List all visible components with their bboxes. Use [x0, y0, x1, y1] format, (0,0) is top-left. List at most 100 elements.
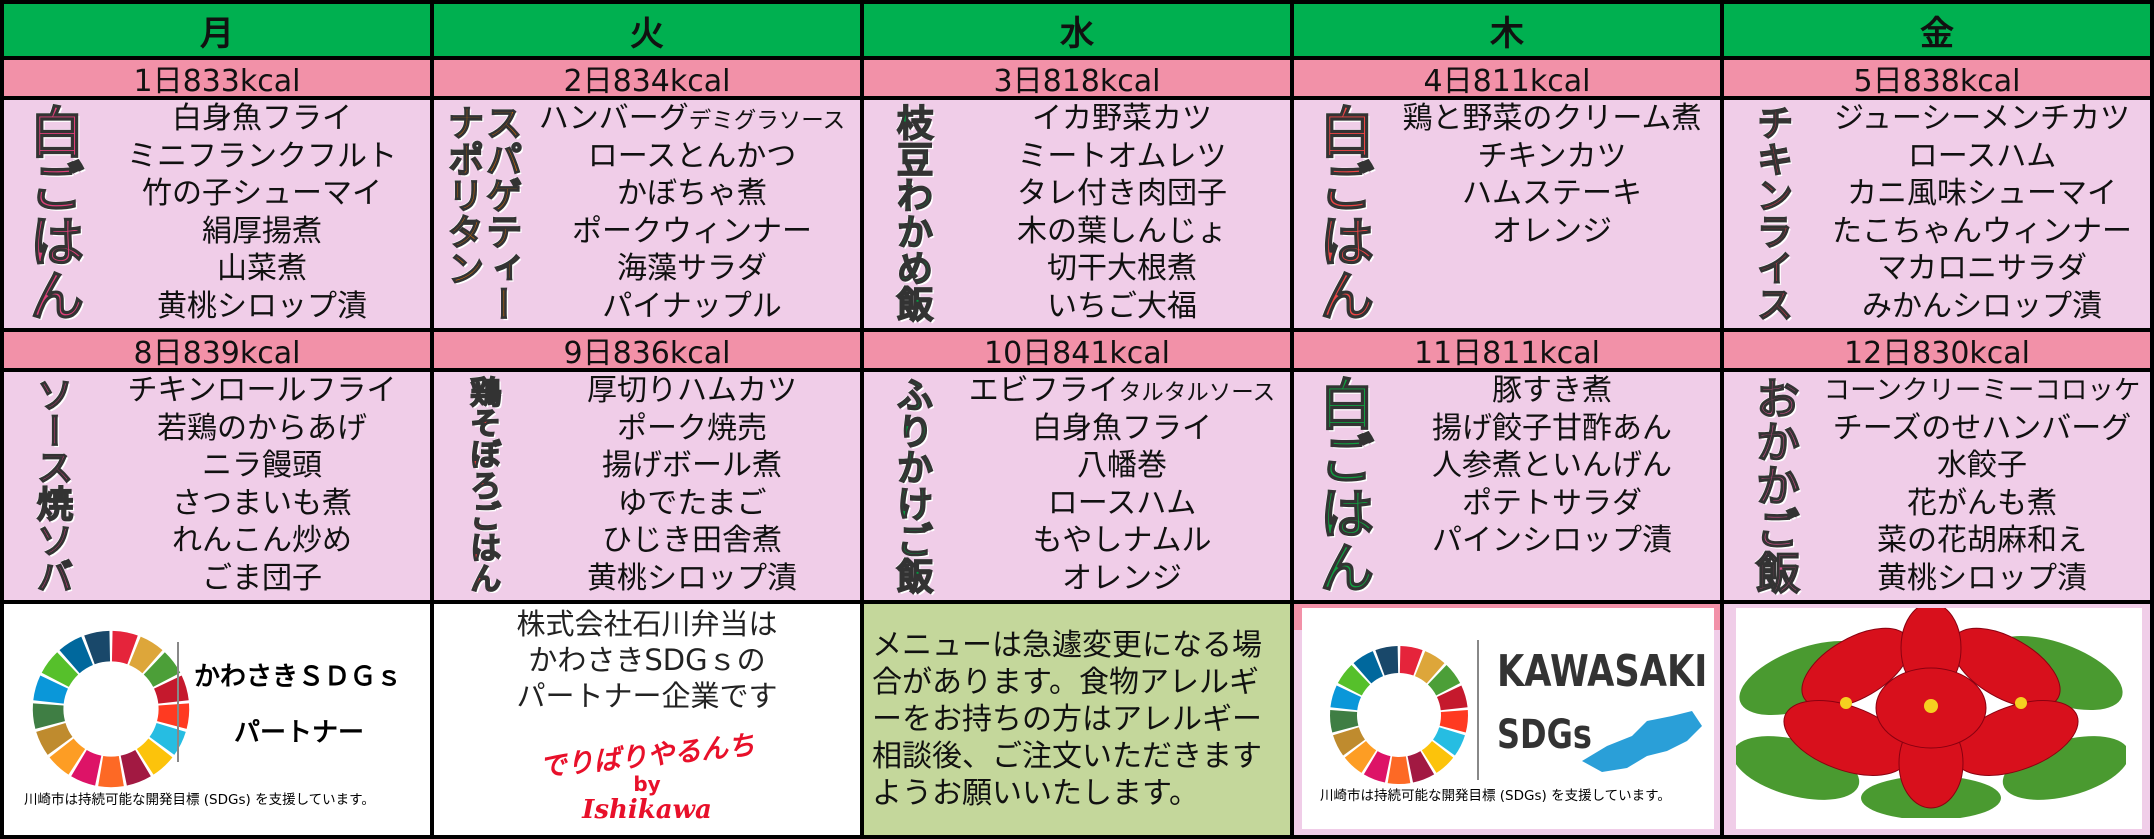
rice-label: 白ごはん	[4, 100, 100, 328]
wheel-segment	[149, 722, 186, 755]
menu-item: もやしナムル	[1032, 523, 1212, 558]
company-line: かわさきSDGｓの	[528, 643, 766, 677]
kawasaki-card: KAWASAKI SDGs 川崎市は持続可能な開発目標 (SDGs) を支援して…	[1302, 608, 1714, 829]
wheel-segment	[129, 636, 163, 674]
day-header: 金	[1724, 4, 2150, 56]
rice-line: 枝豆わかめ飯	[890, 103, 935, 322]
date-kcal: 4日811kcal	[1294, 60, 1720, 99]
item-list: 鶏と野菜のクリーム煮 チキンカツ ハムステーキ オレンジ	[1390, 100, 1720, 328]
kawasaki-map	[1582, 711, 1702, 772]
menu-item: ポーク焼売	[617, 410, 767, 446]
menu-item: オレンジ	[1492, 213, 1612, 249]
rice-text: 白ごはん	[1310, 103, 1376, 323]
kawasaki-caption: 川崎市は持続可能な開発目標 (SDGs) を支援しています。	[1320, 788, 1671, 804]
menu-cell: スパゲティー ナポリタン ハンバーグデミグラソース ロースとんかつ かぼちゃ煮 ポークウィ…	[434, 100, 860, 328]
item-name: エビフライ	[968, 373, 1119, 408]
rice-line: ふりかけご飯	[890, 375, 935, 594]
rice-line: チキンライス	[1750, 103, 1795, 322]
menu-item: ニラ饅頭	[202, 448, 322, 483]
rice-text: おかかご飯	[1747, 375, 1799, 595]
menu-item: 八幡巻	[1077, 448, 1167, 483]
rice-label: スパゲティー ナポリタン	[434, 100, 530, 328]
menu-item: 豚すき煮	[1492, 373, 1612, 408]
menu-item: 若鶏のからあげ	[157, 410, 367, 446]
menu-item: さつまいも煮	[172, 485, 352, 521]
menu-item: 切干大根煮	[1047, 251, 1197, 286]
wheel-segment	[111, 630, 138, 665]
date-kcal: 11日811kcal	[1294, 332, 1720, 371]
wheel-segment	[98, 755, 124, 788]
company-logo: でりばりやるんち by Ishikawa	[434, 730, 860, 825]
menu-item: タレ付き肉団子	[1017, 176, 1227, 211]
menu-item: れんこん炒め	[172, 523, 352, 558]
rice-text: スパゲティー ナポリタン	[441, 103, 524, 322]
day-header: 水	[864, 4, 1290, 56]
date-kcal: 9日836kcal	[434, 332, 860, 371]
wheel-segment	[41, 652, 79, 687]
rice-line: 白ごはん	[1310, 375, 1376, 595]
center	[1840, 697, 1852, 709]
kawasaki-title: KAWASAKI	[1497, 646, 1708, 697]
wheel-segment	[120, 749, 151, 786]
rice-label: おかかご飯	[1724, 372, 1820, 600]
menu-item: 海藻サラダ	[617, 251, 767, 286]
rice-text: 枝豆わかめ飯	[890, 103, 935, 322]
item-note: タルタルソース	[1118, 380, 1276, 406]
menu-cell: 枝豆わかめ飯 イカ野菜カツ ミートオムレツ タレ付き肉団子 木の葉しんじょ 切干大根煮 いち…	[864, 100, 1290, 328]
menu-item: チキンロールフライ	[127, 373, 397, 408]
wheel-segment	[32, 703, 65, 729]
menu-item: ポークウィンナー	[572, 213, 812, 249]
rice-line: ソース焼ソバ	[30, 375, 75, 594]
menu-item: ロースとんかつ	[587, 138, 797, 174]
wheel-segment	[1433, 727, 1465, 756]
menu-item: 鶏と野菜のクリーム煮	[1402, 101, 1702, 136]
item-list: 白身魚フライ ミニフランクフルト 竹の子シューマイ 絹厚揚煮 山菜煮 黄桃シロップ漬	[100, 100, 430, 328]
kawasaki-subtitle: SDGs	[1497, 712, 1592, 758]
rice-label: 白ごはん	[1294, 100, 1390, 328]
center	[1924, 699, 1938, 713]
menu-item: 花がんも煮	[1907, 485, 2057, 521]
wheel-segment	[1407, 751, 1435, 783]
date-kcal: 10日841kcal	[864, 332, 1290, 371]
day-header: 木	[1294, 4, 1720, 56]
menu-item: ハムステーキ	[1462, 176, 1642, 211]
menu-item: 絹厚揚煮	[202, 213, 322, 249]
item-list: 豚すき煮 揚げ餃子甘酢あん 人参煮といんげん ポテトサラダ パインシロップ漬	[1390, 372, 1720, 600]
date-kcal: 1日833kcal	[4, 60, 430, 99]
rice-line: 白ごはん	[1310, 103, 1376, 323]
menu-item: 黄桃シロップ漬	[587, 560, 797, 596]
wheel-segment	[36, 722, 73, 755]
rice-label: 枝豆わかめ飯	[864, 100, 960, 328]
menu-cell: ふりかけご飯 エビフライタルタルソース 白身魚フライ 八幡巻 ロースハム もやしナムル オレ…	[864, 372, 1290, 600]
sdgs-wheel	[32, 630, 190, 788]
poinsettia	[1732, 604, 2130, 820]
rice-text: チキンライス	[1750, 103, 1795, 322]
menu-item: パイナップル	[602, 288, 782, 324]
menu-item: 揚げ餃子甘酢あん	[1432, 410, 1672, 446]
wheel-segment	[59, 636, 93, 674]
company-text: 株式会社石川弁当は かわさきSDGｓの パートナー企業です	[434, 606, 860, 714]
wheel-segment	[1439, 710, 1469, 733]
rice-text: ふりかけご飯	[890, 375, 935, 594]
wheel-segment	[1344, 740, 1377, 773]
divider	[1477, 640, 1479, 780]
company-line: パートナー企業です	[516, 679, 778, 713]
rice-line: おかかご飯	[1747, 375, 1799, 595]
wheel-segment	[136, 738, 173, 775]
company-line: 株式会社石川弁当は	[516, 607, 778, 641]
item-name: ハンバーグ	[538, 101, 689, 136]
item-list: 厚切りハムカツ ポーク焼売 揚げボール煮 ゆでたまご ひじき田舎煮 黄桃シロップ漬	[530, 372, 860, 600]
menu-item: いちご大福	[1047, 288, 1197, 324]
menu-item: 竹の子シューマイ	[142, 176, 382, 211]
rice-label: 鶏そぼろごはん	[434, 372, 530, 600]
item-list: ハンバーグデミグラソース ロースとんかつ かぼちゃ煮 ポークウィンナー 海藻サラダ パイナ…	[530, 100, 860, 328]
rice-line: スパゲティー	[479, 103, 524, 322]
date-kcal: 3日818kcal	[864, 60, 1290, 99]
wheel-segment	[1353, 651, 1384, 684]
flower-cell	[1724, 604, 2150, 835]
menu-item: 黄桃シロップ漬	[157, 288, 367, 324]
item-list: イカ野菜カツ ミートオムレツ タレ付き肉団子 木の葉しんじょ 切干大根煮 いちご大福	[960, 100, 1290, 328]
wheel-segment	[1333, 727, 1365, 756]
wheel-segment	[49, 738, 86, 775]
